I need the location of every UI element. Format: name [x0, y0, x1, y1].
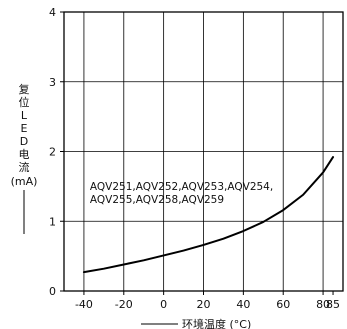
- y-tick-label: 2: [49, 146, 56, 159]
- x-tick-label: -20: [115, 298, 133, 311]
- x-tick-label: 0: [160, 298, 167, 311]
- y-axis-unit: (mA): [11, 175, 38, 188]
- y-tick-label: 4: [49, 6, 56, 19]
- y-axis-label-char: 位: [19, 95, 30, 109]
- y-tick-label: 0: [49, 285, 56, 298]
- y-axis-label-char: 复: [19, 82, 30, 96]
- x-tick-label: 60: [276, 298, 290, 311]
- x-tick-label: 80: [316, 298, 330, 311]
- y-tick-label: 1: [49, 215, 56, 228]
- y-axis-label-char: 流: [19, 160, 30, 174]
- y-axis-label-char: D: [20, 135, 28, 148]
- annotation: AQV251,AQV252,AQV253,AQV254,AQV255,AQV25…: [90, 181, 273, 206]
- annotation-line: AQV251,AQV252,AQV253,AQV254,: [90, 181, 273, 193]
- annotation-line: AQV255,AQV258,AQV259: [90, 194, 224, 206]
- x-axis-label: 环境温度 (°C): [182, 317, 251, 329]
- y-axis-label-char: E: [21, 122, 28, 135]
- x-tick-label: 20: [197, 298, 211, 311]
- x-tick-label: 40: [236, 298, 250, 311]
- series-layer: [82, 156, 335, 274]
- x-tick-label: 85: [326, 298, 340, 311]
- y-axis-label-char: L: [21, 109, 28, 122]
- grid-lines: [64, 12, 343, 291]
- y-axis-label-char: 电: [19, 148, 30, 161]
- y-tick-label: 3: [49, 76, 56, 89]
- x-tick-label: -40: [75, 298, 93, 311]
- series-line: [82, 156, 335, 274]
